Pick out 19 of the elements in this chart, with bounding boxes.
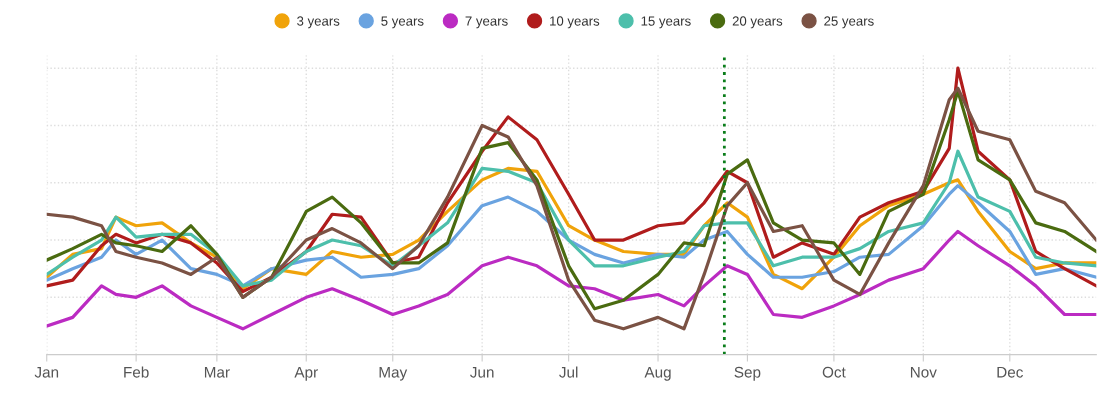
x-tick-label: Jun <box>470 366 494 378</box>
x-tick-label: May <box>379 366 408 381</box>
x-tick-label: Nov <box>910 366 937 378</box>
legend-label: 5 years <box>381 16 424 29</box>
x-tick-label: Aug <box>644 366 671 381</box>
legend-label: 25 years <box>824 16 874 29</box>
legend-label: 7 years <box>465 16 508 29</box>
legend-label: 15 years <box>641 16 691 29</box>
legend-label: 20 years <box>732 16 783 29</box>
x-tick-label: Jul <box>559 366 578 378</box>
x-tick-label: Oct <box>822 366 846 378</box>
legend-label: 10 years <box>550 16 600 29</box>
x-tick-label: Dec <box>997 366 1023 378</box>
x-tick-label: Jan <box>34 366 59 378</box>
legend-label: 3 years <box>297 16 340 29</box>
x-tick-label: Apr <box>294 366 318 381</box>
x-tick-label: Feb <box>124 366 149 378</box>
x-tick-label: Mar <box>204 366 230 378</box>
x-tick-label: Sep <box>734 366 761 381</box>
